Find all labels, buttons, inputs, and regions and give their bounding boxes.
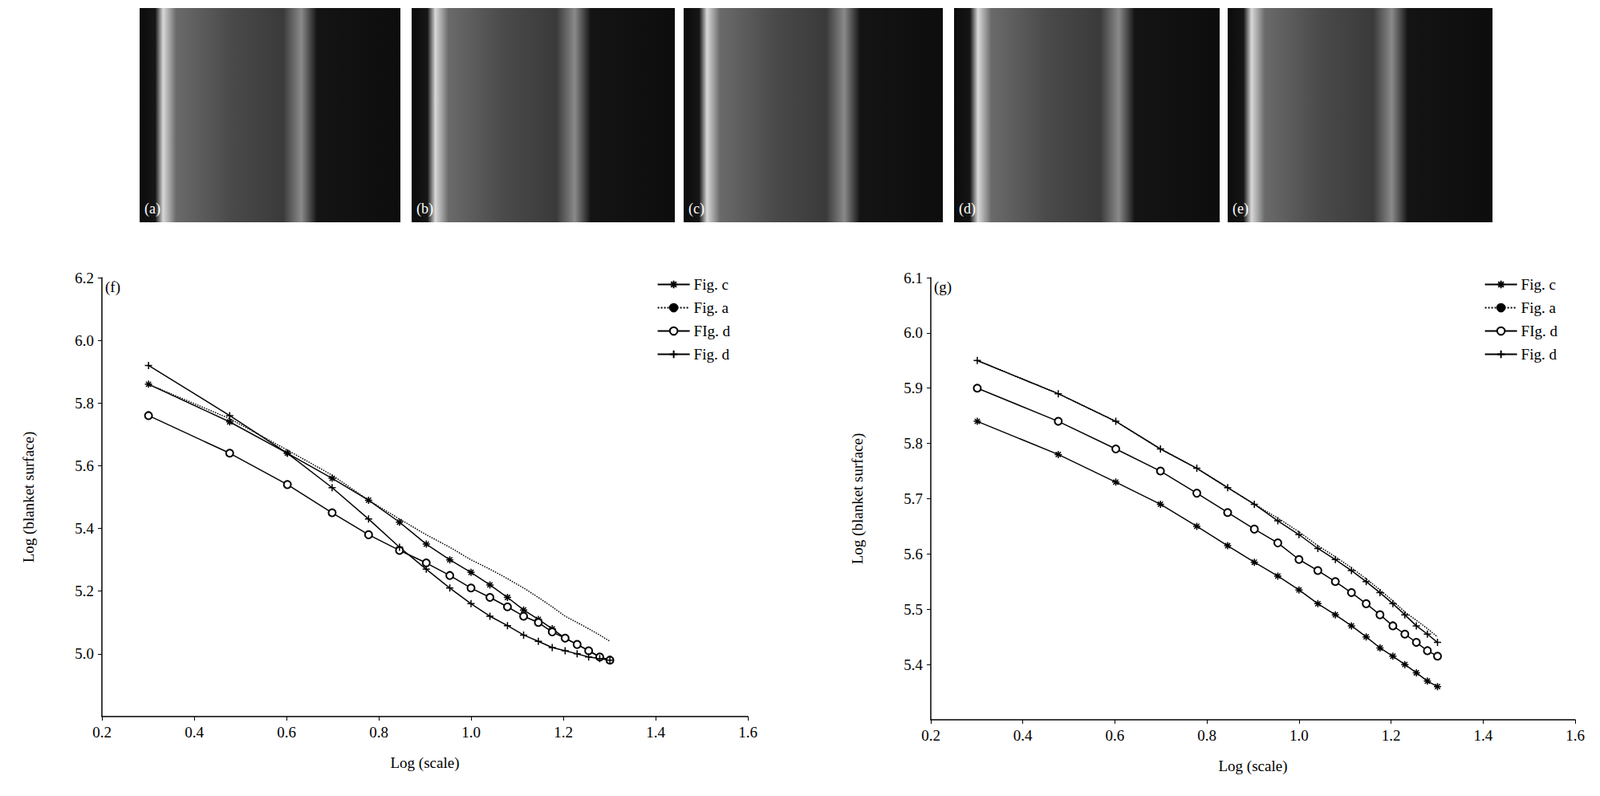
svg-text:1.2: 1.2 [1381, 726, 1402, 744]
svg-text:5.6: 5.6 [903, 545, 923, 563]
html-text:(b): (b) [416, 200, 434, 217]
svg-text:1.6: 1.6 [738, 723, 758, 741]
svg-text:5.2: 5.2 [74, 582, 94, 600]
svg-text:5.4: 5.4 [903, 656, 923, 674]
svg-text:1.2: 1.2 [553, 723, 573, 741]
svg-text:Fig. d: Fig. d [694, 345, 731, 363]
svg-text:0.2: 0.2 [92, 723, 112, 741]
svg-text:FIg. d: FIg. d [694, 322, 731, 340]
svg-text:6.0: 6.0 [74, 332, 94, 350]
html-text:(c): (c) [688, 200, 705, 217]
svg-text:5.0: 5.0 [74, 645, 94, 662]
svg-text:5.6: 5.6 [74, 457, 94, 475]
svg-text:Fig. d: Fig. d [1521, 345, 1558, 363]
svg-text:(g): (g) [934, 278, 952, 297]
svg-text:Fig. c: Fig. c [1521, 276, 1556, 293]
svg-text:(f): (f) [105, 278, 121, 297]
svg-text:5.4: 5.4 [74, 519, 94, 537]
svg-text:6.2: 6.2 [74, 269, 94, 287]
svg-text:Log (scale): Log (scale) [390, 754, 460, 772]
svg-text:6.0: 6.0 [903, 324, 923, 342]
svg-text:Log (blanket surface): Log (blanket surface) [848, 433, 867, 565]
svg-text:1.6: 1.6 [1565, 726, 1585, 744]
html-text:(d): (d) [958, 200, 976, 217]
svg-text:1.0: 1.0 [1289, 726, 1309, 744]
svg-text:0.6: 0.6 [1105, 726, 1125, 744]
svg-text:1.4: 1.4 [645, 723, 666, 741]
svg-text:5.7: 5.7 [903, 490, 923, 508]
svg-text:Fig. a: Fig. a [694, 299, 730, 317]
svg-text:6.1: 6.1 [903, 269, 923, 287]
svg-text:0.6: 0.6 [276, 723, 297, 741]
svg-text:Log (blanket surface): Log (blanket surface) [20, 431, 38, 564]
svg-text:5.9: 5.9 [903, 379, 923, 397]
svg-text:0.2: 0.2 [921, 726, 941, 744]
svg-text:1.4: 1.4 [1473, 726, 1493, 744]
svg-text:0.8: 0.8 [1197, 726, 1217, 744]
svg-text:0.4: 0.4 [184, 723, 204, 741]
svg-text:5.5: 5.5 [903, 601, 923, 618]
svg-text:0.4: 0.4 [1013, 726, 1033, 744]
svg-text:5.8: 5.8 [903, 434, 923, 452]
svg-text:5.8: 5.8 [74, 394, 94, 412]
html-text:(a): (a) [144, 200, 161, 217]
svg-text:Fig. c: Fig. c [694, 276, 729, 293]
svg-text:0.8: 0.8 [369, 723, 389, 741]
svg-text:1.0: 1.0 [461, 723, 481, 741]
html-text:(e): (e) [1232, 200, 1249, 217]
svg-text:Fig. a: Fig. a [1521, 299, 1557, 317]
svg-text:FIg. d: FIg. d [1521, 322, 1559, 340]
svg-text:Log (scale): Log (scale) [1218, 757, 1288, 776]
